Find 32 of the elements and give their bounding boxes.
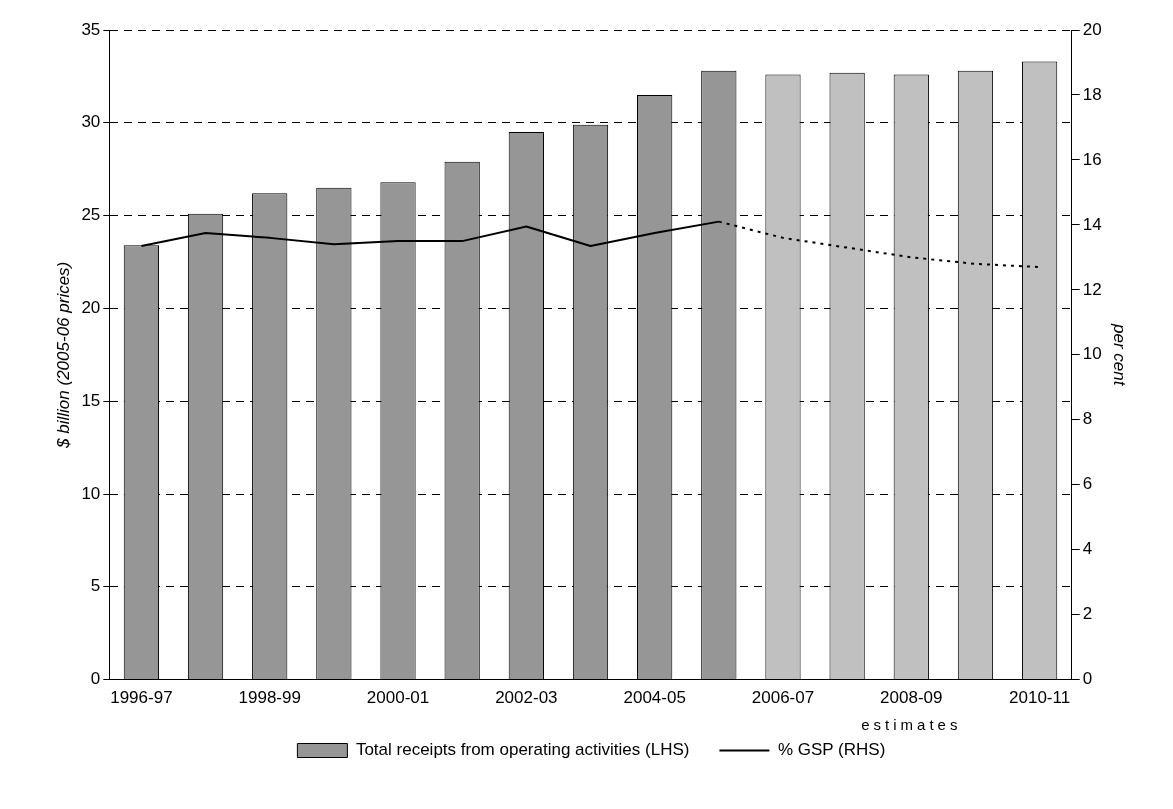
y-tick-label: 20 xyxy=(81,298,101,318)
y-tick-label: 35 xyxy=(81,19,101,39)
y-tick-label: 10 xyxy=(81,483,101,503)
y2-tick-label: 2 xyxy=(1082,604,1093,624)
y2-tick-label: 20 xyxy=(1082,19,1102,39)
y2-tick-label: 0 xyxy=(1082,669,1093,689)
y2-axis-title: per cent xyxy=(1110,323,1130,387)
legend-label: % GSP (RHS) xyxy=(777,740,886,760)
x-tick-label: 2006-07 xyxy=(751,688,815,708)
y-tick-label: 15 xyxy=(81,390,101,410)
y2-tick-label: 14 xyxy=(1082,214,1102,234)
y2-tick-label: 10 xyxy=(1082,344,1102,364)
x-tick-label: 2004-05 xyxy=(623,688,686,708)
y2-tick-label: 12 xyxy=(1082,279,1102,299)
x-tick-label: 2008-09 xyxy=(880,688,943,708)
x-tick-label: 1996-97 xyxy=(110,688,173,708)
x-tick-label: 2000-01 xyxy=(366,688,430,708)
legend-label: Total receipts from operating activities (LHS) xyxy=(355,740,690,760)
y2-tick-label: 4 xyxy=(1082,539,1093,559)
y-axis-title: $ billion (2005-06 prices) xyxy=(53,261,73,449)
y2-tick-label: 18 xyxy=(1082,84,1102,104)
x-tick-label: 1998-99 xyxy=(238,688,301,708)
y2-tick-label: 16 xyxy=(1082,149,1102,169)
y-tick-label: 0 xyxy=(90,669,101,689)
y2-tick-label: 6 xyxy=(1082,474,1093,494)
x-tick-label: 2002-03 xyxy=(495,688,558,708)
y-tick-label: 5 xyxy=(90,576,101,596)
y2-tick-label: 8 xyxy=(1082,409,1093,429)
x-tick-label: 2010-11 xyxy=(1009,688,1071,708)
text: estimates xyxy=(861,716,962,734)
y-tick-label: 30 xyxy=(81,112,101,132)
y-tick-label: 25 xyxy=(81,205,101,225)
